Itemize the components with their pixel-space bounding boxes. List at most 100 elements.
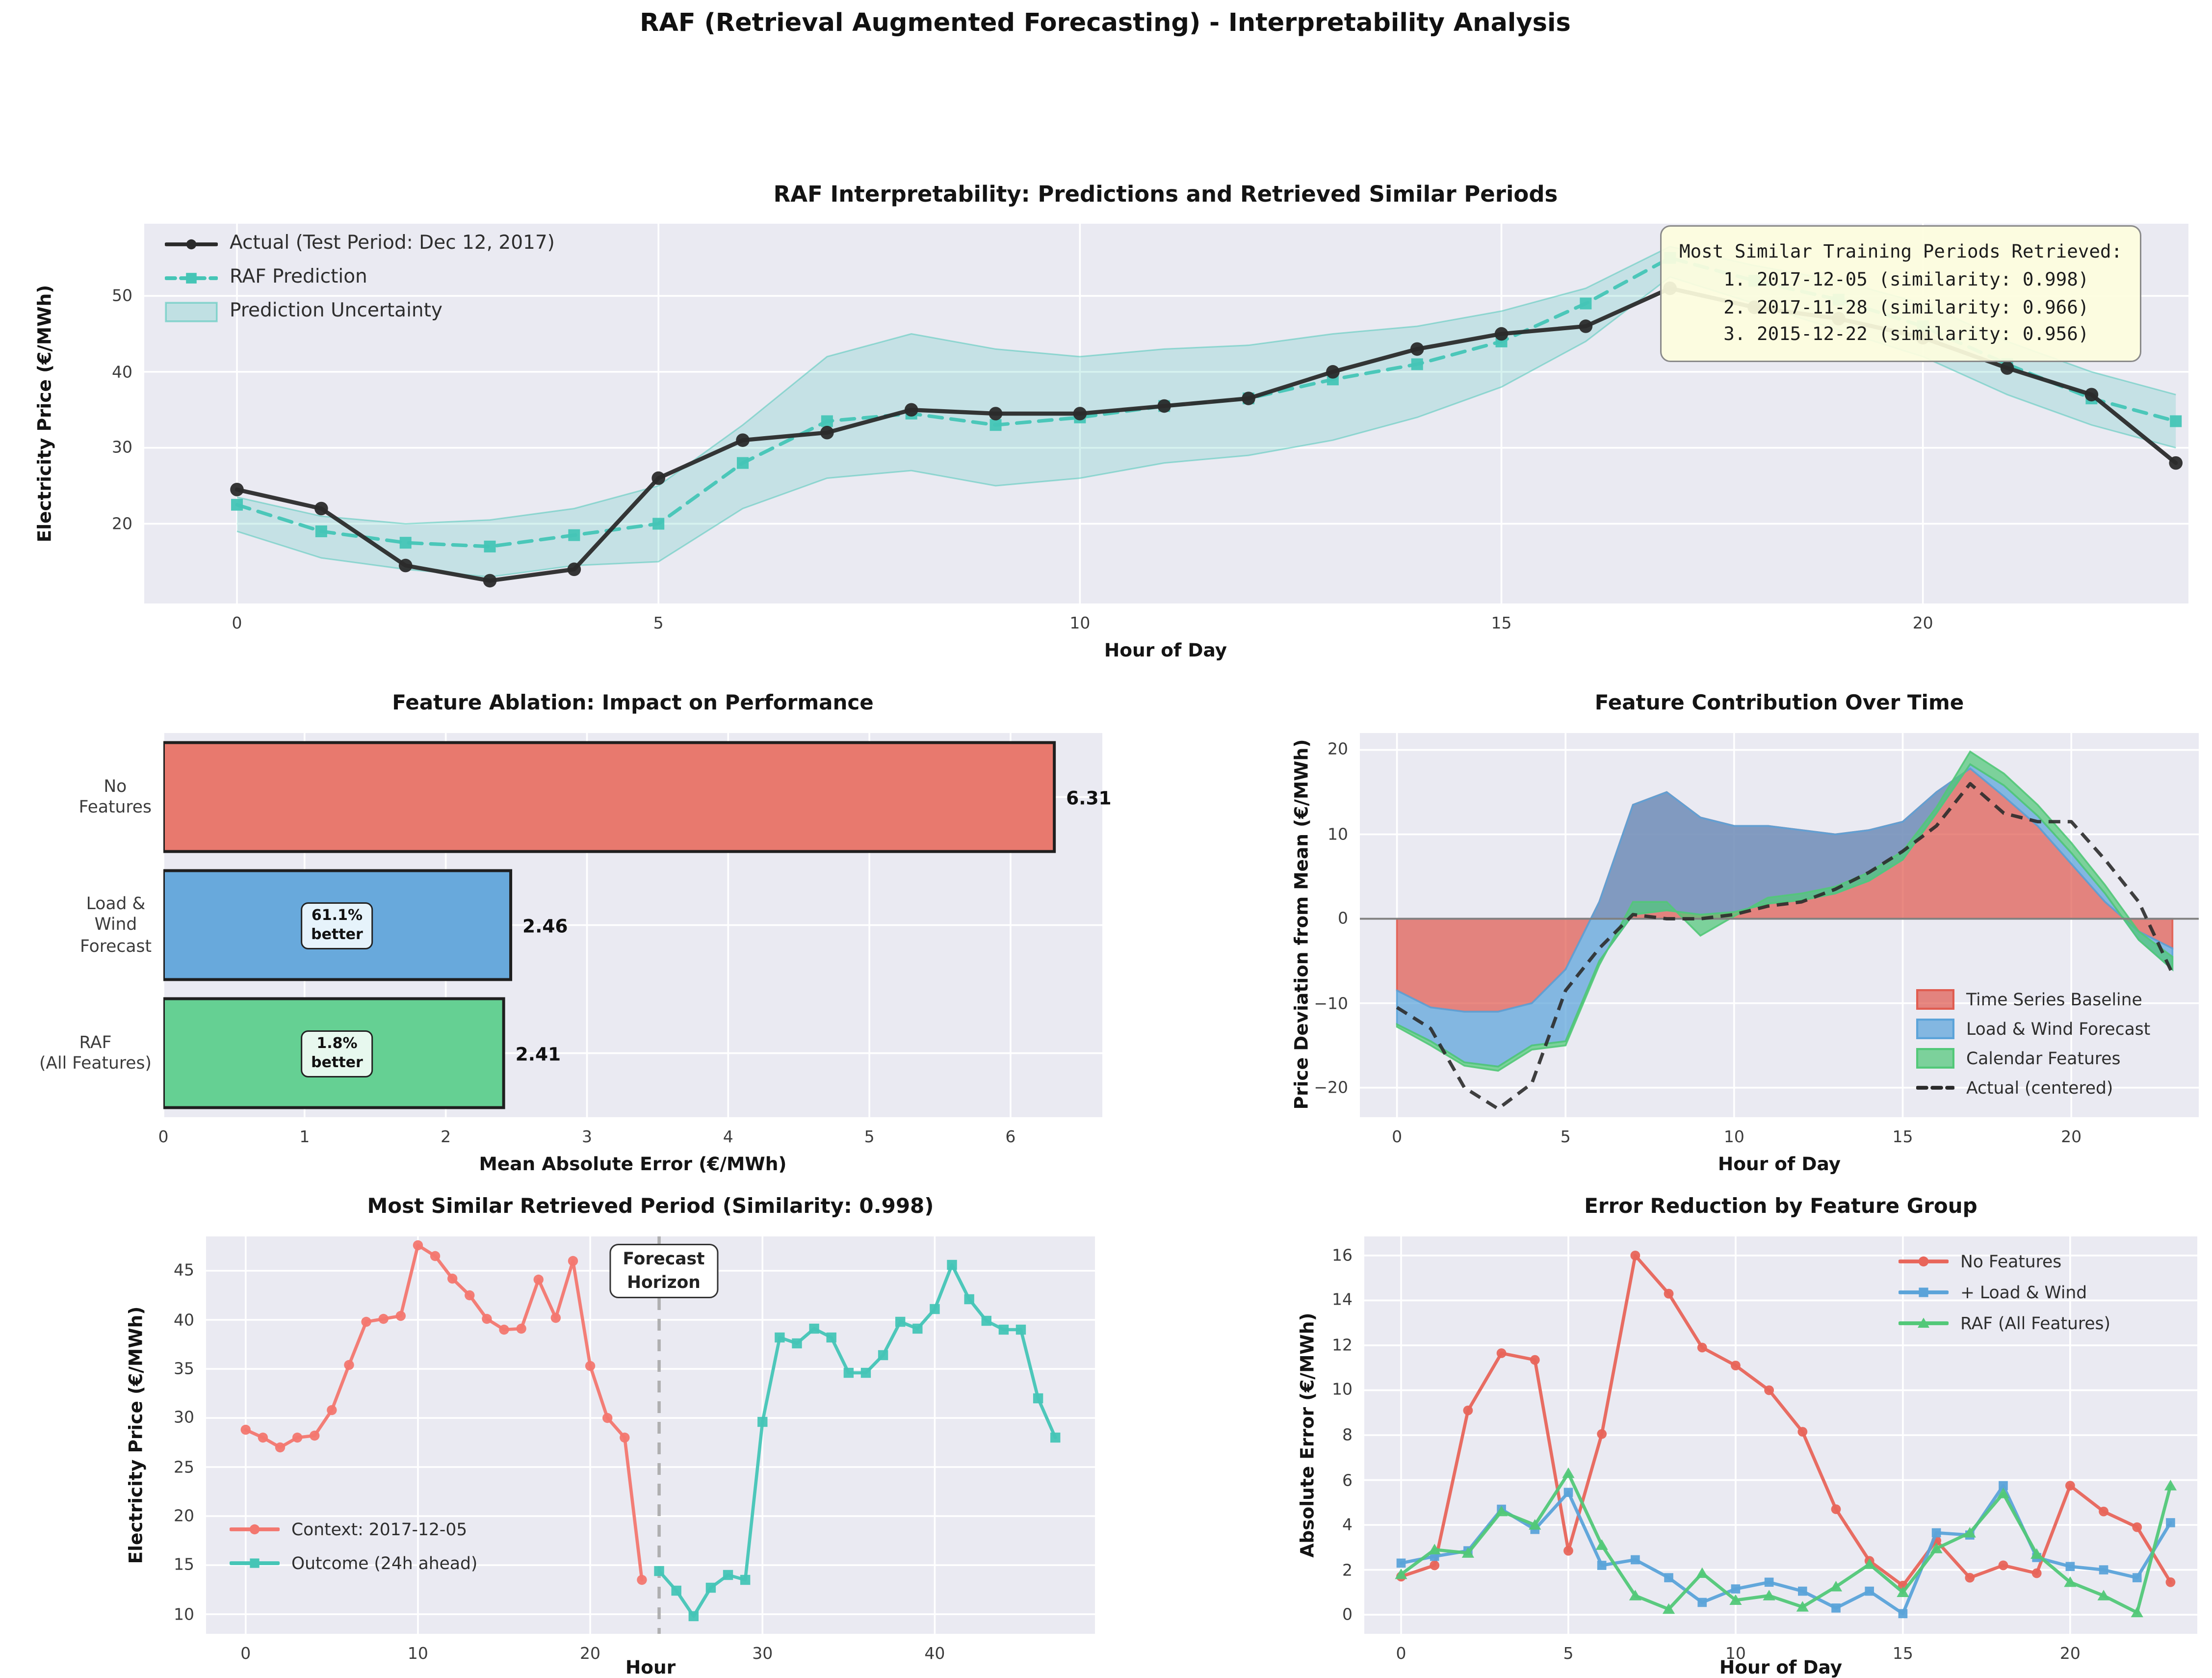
x-tick-label: 1 bbox=[299, 1127, 310, 1147]
y-tick-label: 20 bbox=[112, 514, 132, 533]
x-tick-label: 20 bbox=[1912, 614, 1933, 633]
legend-item-context: Context: 2017-12-05 bbox=[230, 1519, 477, 1540]
y-tick-label: 25 bbox=[174, 1457, 194, 1477]
raf-all-line-glyph bbox=[1899, 1313, 1949, 1334]
x-tick-label: 10 bbox=[1723, 1127, 1744, 1147]
x-tick-label: 15 bbox=[1892, 1644, 1913, 1663]
y-tick-label: 35 bbox=[174, 1359, 194, 1379]
context-line-glyph bbox=[230, 1519, 280, 1540]
x-tick-label: 15 bbox=[1491, 614, 1512, 633]
ablation-improvement-annotation: 1.8% better bbox=[301, 1029, 373, 1077]
outcome-line-glyph bbox=[230, 1553, 280, 1573]
raf-prediction-line-glyph bbox=[165, 267, 218, 288]
x-tick-label: 10 bbox=[1725, 1644, 1746, 1663]
x-tick-label: 15 bbox=[1892, 1127, 1913, 1147]
errors-plot bbox=[1364, 1236, 2197, 1634]
y-tick-label: 16 bbox=[1332, 1246, 1353, 1265]
contribution-title: Feature Contribution Over Time bbox=[1594, 692, 1964, 715]
legend-label-context: Context: 2017-12-05 bbox=[291, 1519, 468, 1540]
contribution-ylabel: Price Deviation from Mean (€/MWh) bbox=[1290, 739, 1312, 1110]
y-tick-label: 45 bbox=[174, 1261, 194, 1281]
retrieved-title: Most Similar Retrieved Period (Similarit… bbox=[367, 1195, 934, 1219]
actual-line-glyph bbox=[165, 234, 218, 254]
legend-item-raf-prediction: RAF Prediction bbox=[165, 266, 555, 288]
contribution-xlabel: Hour of Day bbox=[1718, 1153, 1841, 1175]
forecast-horizon-label: Forecast Horizon bbox=[609, 1244, 718, 1299]
ablation-value-label: 2.41 bbox=[515, 1042, 561, 1064]
y-tick-label: 20 bbox=[174, 1506, 194, 1526]
legend-item-calendar: Calendar Features bbox=[1916, 1048, 2150, 1069]
y-tick-label: 4 bbox=[1342, 1515, 1353, 1535]
similar-periods-annotation: Most Similar Training Periods Retrieved:… bbox=[1660, 225, 2142, 362]
y-tick-label: 0 bbox=[1338, 909, 1348, 929]
x-tick-label: 0 bbox=[1396, 1644, 1406, 1663]
y-tick-label: 6 bbox=[1342, 1470, 1353, 1490]
x-tick-label: 5 bbox=[864, 1127, 875, 1147]
retrieved-plot bbox=[206, 1236, 1095, 1634]
contribution-legend: Time Series Baseline Load & Wind Forecas… bbox=[1916, 989, 2150, 1098]
legend-label-baseline: Time Series Baseline bbox=[1966, 989, 2142, 1010]
ablation-category-label: RAF (All Features) bbox=[39, 1031, 152, 1074]
x-tick-label: 3 bbox=[581, 1127, 592, 1147]
retrieved-ylabel: Electricity Price (€/MWh) bbox=[124, 1306, 147, 1564]
legend-label-calendar: Calendar Features bbox=[1966, 1048, 2121, 1069]
legend-item-raf-all: RAF (All Features) bbox=[1899, 1313, 2110, 1334]
retrieved-xlabel: Hour bbox=[625, 1656, 676, 1678]
x-tick-label: 0 bbox=[240, 1644, 251, 1663]
ablation-category-label: Load & Wind Forecast bbox=[79, 892, 152, 957]
uncertainty-band-glyph bbox=[165, 301, 218, 322]
baseline-patch-glyph bbox=[1916, 989, 1954, 1010]
y-tick-label: −20 bbox=[1314, 1078, 1348, 1098]
actual-centered-dash-glyph bbox=[1916, 1077, 1954, 1098]
legend-label-raf-prediction: RAF Prediction bbox=[230, 266, 367, 288]
x-tick-label: 5 bbox=[1563, 1644, 1574, 1663]
legend-label-raf-all: RAF (All Features) bbox=[1960, 1313, 2110, 1334]
calendar-patch-glyph bbox=[1916, 1048, 1954, 1069]
y-tick-label: 10 bbox=[174, 1604, 194, 1624]
plus-loadwind-line-glyph bbox=[1899, 1282, 1949, 1303]
ablation-value-label: 2.46 bbox=[522, 914, 568, 936]
prediction-xlabel: Hour of Day bbox=[1104, 639, 1227, 661]
legend-item-baseline: Time Series Baseline bbox=[1916, 989, 2150, 1010]
x-tick-label: 0 bbox=[158, 1127, 169, 1147]
x-tick-label: 5 bbox=[653, 614, 664, 633]
x-tick-label: 0 bbox=[232, 614, 242, 633]
y-tick-label: 8 bbox=[1342, 1425, 1353, 1445]
legend-item-no-features: No Features bbox=[1899, 1251, 2110, 1272]
y-tick-label: 2 bbox=[1342, 1560, 1353, 1580]
y-tick-label: 14 bbox=[1332, 1290, 1353, 1310]
legend-label-uncertainty: Prediction Uncertainty bbox=[230, 300, 443, 322]
y-tick-label: 12 bbox=[1332, 1336, 1353, 1355]
prediction-ylabel: Electricity Price (€/MWh) bbox=[33, 285, 55, 543]
ablation-xlabel: Mean Absolute Error (€/MWh) bbox=[479, 1153, 787, 1175]
legend-item-loadwind: Load & Wind Forecast bbox=[1916, 1019, 2150, 1039]
legend-item-actual-centered: Actual (centered) bbox=[1916, 1077, 2150, 1098]
y-tick-label: 0 bbox=[1342, 1605, 1353, 1625]
x-tick-label: 4 bbox=[723, 1127, 733, 1147]
prediction-title: RAF Interpretability: Predictions and Re… bbox=[773, 181, 1558, 208]
contribution-plot bbox=[1360, 733, 2199, 1117]
x-tick-label: 0 bbox=[1392, 1127, 1403, 1147]
x-tick-label: 2 bbox=[441, 1127, 451, 1147]
prediction-legend: Actual (Test Period: Dec 12, 2017) RAF P… bbox=[165, 233, 555, 322]
y-tick-label: 10 bbox=[1332, 1380, 1353, 1400]
ablation-category-label: No Features bbox=[78, 775, 152, 818]
figure-suptitle: RAF (Retrieval Augmented Forecasting) - … bbox=[640, 9, 1571, 38]
y-tick-label: 40 bbox=[174, 1310, 194, 1330]
ablation-improvement-annotation: 61.1% better bbox=[301, 901, 373, 949]
y-tick-label: 30 bbox=[112, 438, 132, 458]
legend-label-no-features: No Features bbox=[1960, 1251, 2062, 1272]
ablation-title: Feature Ablation: Impact on Performance bbox=[392, 692, 874, 715]
errors-title: Error Reduction by Feature Group bbox=[1584, 1195, 1978, 1219]
y-tick-label: 40 bbox=[112, 362, 132, 382]
retrieved-legend: Context: 2017-12-05 Outcome (24h ahead) bbox=[230, 1519, 477, 1573]
no-features-line-glyph bbox=[1899, 1251, 1949, 1272]
y-tick-label: 10 bbox=[1327, 824, 1348, 844]
legend-label-plus-loadwind: + Load & Wind bbox=[1960, 1282, 2087, 1303]
legend-item-plus-loadwind: + Load & Wind bbox=[1899, 1282, 2110, 1303]
ablation-value-label: 6.31 bbox=[1066, 786, 1112, 808]
x-tick-label: 10 bbox=[1069, 614, 1091, 633]
y-tick-label: 30 bbox=[174, 1408, 194, 1428]
x-tick-label: 5 bbox=[1560, 1127, 1571, 1147]
